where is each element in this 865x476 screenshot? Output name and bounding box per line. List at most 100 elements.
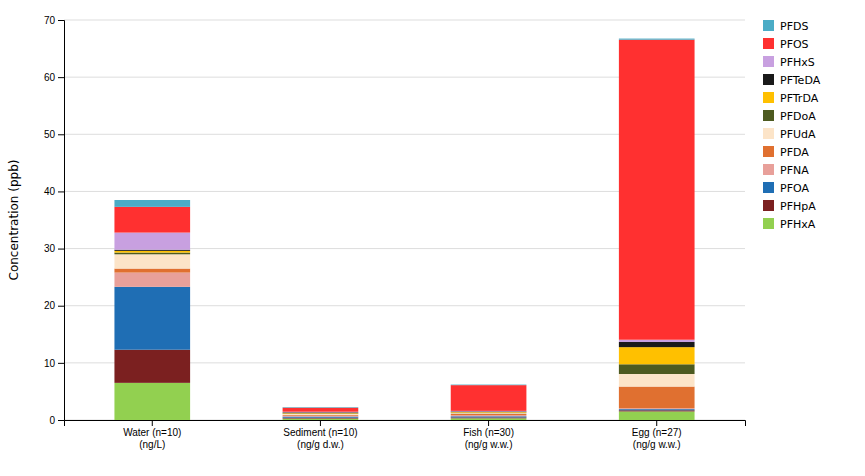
bar-segment (451, 384, 527, 386)
tick: Fish (n=30)(ng/g w.w.) (463, 420, 514, 450)
bar-segment (619, 374, 695, 387)
tick-label: 50 (44, 129, 56, 140)
legend-label: PFDS (780, 20, 808, 33)
bar-segment (619, 411, 695, 420)
legend-label: PFHxA (780, 218, 816, 231)
legend-swatch (763, 200, 774, 211)
legend-swatch (763, 20, 774, 31)
legend-swatch (763, 74, 774, 85)
bar-segment (619, 40, 695, 340)
tick: 70 (44, 15, 64, 26)
tick-mark (152, 420, 153, 426)
tick-mark (58, 191, 64, 192)
tick: 40 (44, 186, 64, 197)
legend-label: PFOA (780, 182, 809, 195)
legend-label: PFUdA (780, 128, 816, 141)
tick-mark (320, 420, 321, 426)
series (114, 269, 694, 416)
legend-swatch (763, 164, 774, 175)
tick: 20 (44, 300, 64, 311)
bar-segment (114, 273, 190, 287)
bar-segment (283, 417, 359, 418)
bar-segment (114, 207, 190, 233)
series (114, 233, 694, 413)
bar-segment (451, 385, 527, 411)
tick: Egg (n=27)(ng/g w.w.) (632, 420, 682, 450)
legend-item: PFNA (763, 164, 809, 177)
tick: Water (n=10)(ng/L) (123, 420, 181, 450)
x-axis: Water (n=10)(ng/L) Sediment (n=10)(ng/g d… (65, 420, 746, 450)
legend-item: PFDA (763, 146, 809, 159)
bar-segment (619, 342, 695, 347)
series (114, 254, 694, 415)
bar-segment (114, 383, 190, 420)
bar-segment (283, 412, 359, 414)
legend-item: PFHxS (763, 56, 815, 69)
tick: 50 (44, 129, 64, 140)
tick: 10 (44, 358, 64, 369)
legend-item: PFHpA (763, 200, 816, 213)
bar-segment (283, 412, 359, 414)
tick-mark (488, 420, 489, 426)
bar-segment (619, 39, 695, 40)
legend-item: PFTeDA (763, 74, 821, 87)
bar-segment (619, 409, 695, 410)
series (114, 40, 694, 412)
legend-label: PFDoA (780, 110, 816, 123)
legend-swatch (763, 128, 774, 139)
tick-label: 70 (44, 15, 56, 26)
tick: 30 (44, 243, 64, 254)
bar-segment (283, 419, 359, 420)
bar-segment (114, 200, 190, 207)
bar-segment (283, 415, 359, 417)
legend-item: PFDS (763, 20, 808, 33)
tick-label: Sediment (n=10)(ng/g d.w.) (283, 427, 357, 450)
bar-segment (451, 418, 527, 420)
legend-item: PFOS (763, 38, 809, 51)
tick-mark (58, 306, 64, 307)
legend-label: PFNA (780, 164, 809, 177)
y-axis: 010203040506070 (44, 15, 65, 426)
y-axis-title: Concentration (ppb) (7, 160, 21, 281)
tick-label: Water (n=10)(ng/L) (123, 427, 181, 450)
legend-swatch (763, 56, 774, 67)
bar-segment (451, 414, 527, 415)
bar-segment (451, 412, 527, 414)
series (114, 253, 694, 414)
bar-segment (451, 412, 527, 414)
tick-label: 60 (44, 72, 56, 83)
bar-segment (451, 411, 527, 413)
series (114, 383, 694, 420)
tick-label: 10 (44, 358, 56, 369)
tick-mark (58, 363, 64, 364)
legend-label: PFDA (780, 146, 809, 159)
bar-segment (283, 414, 359, 416)
bar-segment (114, 254, 190, 268)
legend: PFDS PFOS PFHxS PFTeDA PFTrDA PFDoA PFUdA PFDA P… (763, 20, 821, 231)
axis-line (65, 421, 746, 427)
bar-segment (283, 407, 359, 409)
tick-mark (656, 420, 657, 426)
tick-label: Fish (n=30)(ng/g w.w.) (463, 427, 514, 450)
bar-segment (283, 408, 359, 412)
bar-segment (619, 410, 695, 411)
bar-segment (114, 251, 190, 253)
legend-item: PFTrDA (763, 92, 819, 105)
bar-segment (114, 250, 190, 251)
bars (114, 39, 694, 420)
tick: 60 (44, 72, 64, 83)
tick-label: Egg (n=27)(ng/g w.w.) (632, 427, 682, 450)
legend-swatch (763, 146, 774, 157)
bar-segment (283, 414, 359, 416)
plot: 010203040506070Water (n=10)(ng/L)Sedimen… (44, 15, 746, 450)
bar-segment (283, 417, 359, 419)
series (114, 250, 694, 413)
tick-mark (58, 77, 64, 78)
bar-segment (114, 287, 190, 350)
tick-label: 40 (44, 186, 56, 197)
tick: Sediment (n=10)(ng/g d.w.) (283, 420, 357, 450)
legend-item: PFUdA (763, 128, 816, 141)
legend-swatch (763, 218, 774, 229)
legend-item: PFHxA (763, 218, 816, 231)
bar-segment (283, 413, 359, 415)
